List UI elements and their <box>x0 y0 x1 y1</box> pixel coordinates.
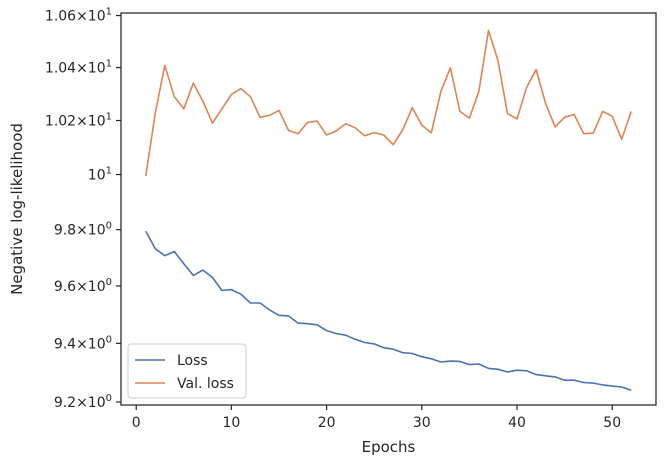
plot-frame <box>120 12 657 406</box>
series-line-loss <box>145 230 632 391</box>
y-tick-label: 9.2×100 <box>54 393 112 411</box>
y-tick-label: 1.02×101 <box>45 112 112 130</box>
x-axis-title: Epochs <box>362 438 416 456</box>
x-tick-label: 10 <box>223 415 241 431</box>
x-tick-label: 50 <box>603 415 621 431</box>
y-tick-label: 1.04×101 <box>45 59 112 77</box>
y-axis: 9.2×100 9.4×100 9.6×100 9.8×100 101 1.02×101 1… <box>45 7 121 411</box>
x-tick-label: 30 <box>413 415 431 431</box>
y-tick-label: 9.4×100 <box>54 334 112 352</box>
legend-label-val-loss: Val. loss <box>177 376 234 392</box>
x-tick-label: 20 <box>318 415 336 431</box>
x-tick-label: 0 <box>132 415 141 431</box>
y-axis-title: Negative log-likelihood <box>8 123 26 295</box>
y-tick-label: 9.8×100 <box>54 221 112 239</box>
series-line-val-loss <box>145 29 632 177</box>
legend-label-loss: Loss <box>177 353 208 369</box>
plot-lines <box>145 29 632 391</box>
x-tick-label: 40 <box>508 415 526 431</box>
y-tick-label: 1.06×101 <box>45 7 112 25</box>
legend: Loss Val. loss <box>127 343 247 399</box>
legend-box <box>127 343 247 399</box>
x-axis: 0 10 20 30 40 50 <box>132 405 621 431</box>
y-tick-label: 9.6×100 <box>54 277 112 295</box>
y-tick-label: 101 <box>88 166 112 184</box>
